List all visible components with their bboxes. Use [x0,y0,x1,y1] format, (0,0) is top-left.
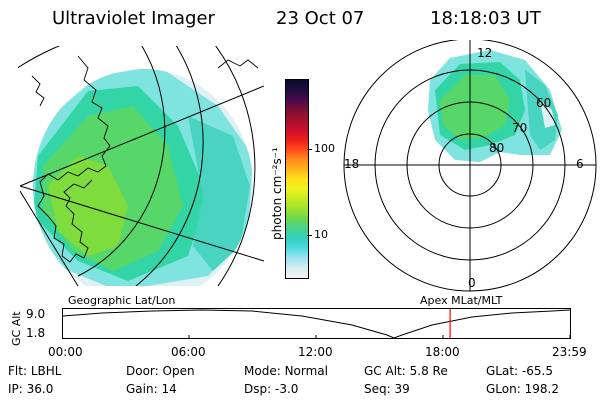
mlt-label-18: 18 [344,157,360,171]
apex-title: Apex MLat/MLT [420,294,503,307]
status-gc-alt: GC Alt: 5.8 Re [364,364,448,378]
status-door: Door: Open [126,364,195,378]
mlat-label-80: 80 [489,141,505,155]
geographic-image [18,46,264,286]
time-tick-1800: 18:00 [425,345,460,359]
status-glat: GLat: -65.5 [486,364,553,378]
status-ip: IP: 36.0 [8,382,54,396]
header-time: 18:18:03 UT [430,8,541,29]
status-seq: Seq: 39 [364,382,410,396]
colorbar-label-10: 10 [314,228,328,241]
polar-emission [428,50,562,162]
geo-grid [18,46,264,286]
mlat-label-70: 70 [512,121,528,135]
colorbar-label-100: 100 [314,142,335,155]
altitude-plot [62,308,571,339]
mlt-label-6: 6 [576,157,584,171]
status-dsp: Dsp: -3.0 [244,382,299,396]
colorbar [285,79,309,279]
polar-grid [343,40,597,292]
polar-plot [343,40,597,292]
status-filter: Flt: LBHL [8,364,62,378]
gc-alt-tick-max: 9.0 [26,307,46,321]
geo-coastline [31,55,259,263]
time-tick-1200: 12:00 [298,345,333,359]
colorbar-tick-100 [307,149,312,150]
geo-emission [33,69,253,286]
time-tick-0600: 06:00 [171,345,206,359]
gc-alt-axis-label: GC Alt [10,311,23,346]
header-date: 23 Oct 07 [276,8,365,29]
status-glon: GLon: 198.2 [486,382,559,396]
colorbar-tick-10 [307,235,312,236]
status-gain: Gain: 14 [126,382,177,396]
mlt-label-12: 12 [477,46,493,60]
instrument-title: Ultraviolet Imager [52,8,215,29]
time-ticks [62,335,571,339]
mlt-label-0: 0 [468,276,476,290]
altitude-curve [62,309,571,339]
mlat-label-60: 60 [536,96,552,110]
time-tick-2359: 23:59 [552,345,587,359]
colorbar-unit-label: photon cm⁻²s⁻¹ [270,147,284,240]
geographic-title: Geographic Lat/Lon [68,294,176,307]
status-mode: Mode: Normal [244,364,328,378]
time-tick-0000: 00:00 [48,345,83,359]
gc-alt-tick-min: 1.8 [26,326,46,340]
